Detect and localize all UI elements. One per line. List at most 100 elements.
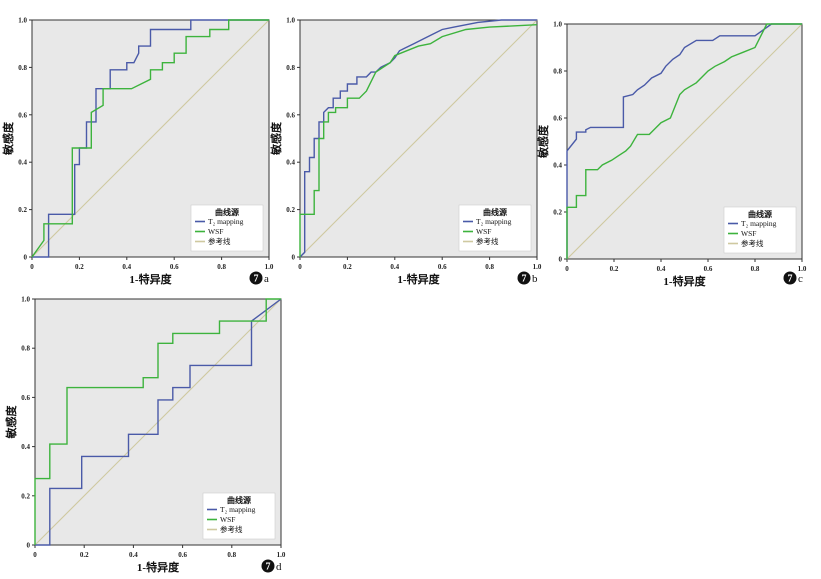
legend-entry: WSF bbox=[741, 229, 756, 238]
legend-entry: T₂ mapping bbox=[220, 505, 256, 514]
y-tick-label: 1.0 bbox=[553, 21, 562, 29]
y-tick-label: 0.6 bbox=[553, 115, 562, 123]
x-tick-label: 0.2 bbox=[343, 263, 352, 271]
legend-box bbox=[458, 204, 532, 252]
wsf-curve bbox=[566, 23, 802, 259]
legend-box bbox=[202, 492, 276, 540]
y-tick-label: 0.6 bbox=[286, 111, 295, 119]
y-tick-label: 0.4 bbox=[286, 159, 295, 167]
y-tick-label: 0.2 bbox=[18, 206, 27, 214]
panel-number: 7 bbox=[254, 274, 259, 285]
x-tick-label: 0.2 bbox=[610, 265, 619, 273]
x-tick-label: 0 bbox=[30, 263, 34, 271]
y-tick-label: 0 bbox=[24, 254, 28, 262]
panel-number: 7 bbox=[522, 274, 527, 285]
y-tick-label: 0 bbox=[27, 542, 31, 550]
x-tick-label: 0.4 bbox=[657, 265, 666, 273]
panel-number: 7 bbox=[266, 562, 271, 573]
panel-number-badge bbox=[249, 271, 263, 285]
legend-title: 曲线源 bbox=[227, 495, 251, 505]
panel-number-badge bbox=[517, 271, 531, 285]
legend-entry: 参考线 bbox=[208, 236, 231, 246]
x-tick-label: 0 bbox=[33, 551, 37, 559]
x-tick-label: 1.0 bbox=[533, 263, 542, 271]
panel-letter: b bbox=[532, 273, 538, 285]
legend-entry: WSF bbox=[220, 515, 235, 524]
legend-entry: T₂ mapping bbox=[476, 217, 512, 226]
roc-panel-a: 0 0.2 0.4 0.6 0.8 1.0 0 0.2 0.4 0.6 0.8 1.0 1-特异度 敏感度… bbox=[1, 17, 274, 287]
x-tick-label: 0.4 bbox=[122, 263, 131, 271]
t2-mapping-curve bbox=[32, 19, 269, 258]
legend-entry: 参考线 bbox=[741, 238, 764, 248]
y-tick-label: 0.8 bbox=[21, 345, 30, 353]
x-tick-label: 0.8 bbox=[217, 263, 226, 271]
legend-title: 曲线源 bbox=[215, 207, 239, 217]
y-tick-label: 0.4 bbox=[21, 443, 30, 451]
x-tick-label: 0 bbox=[298, 263, 302, 271]
y-tick-label: 0.8 bbox=[286, 64, 295, 72]
x-axis-label: 1-特异度 bbox=[397, 272, 440, 286]
y-tick-label: 0.2 bbox=[21, 492, 30, 500]
wsf-curve bbox=[299, 24, 538, 257]
x-axis-label: 1-特异度 bbox=[663, 274, 706, 288]
y-axis-label: 敏感度 bbox=[4, 405, 18, 440]
x-tick-label: 0.8 bbox=[751, 265, 760, 273]
y-axis-label: 敏感度 bbox=[1, 121, 15, 156]
legend-entry: 参考线 bbox=[476, 236, 499, 246]
x-tick-label: 0.6 bbox=[170, 263, 179, 271]
panel-letter: a bbox=[264, 273, 269, 285]
x-tick-label: 0.6 bbox=[178, 551, 187, 559]
panel-letter: c bbox=[798, 273, 803, 285]
legend-entry: T₂ mapping bbox=[741, 219, 777, 228]
x-tick-label: 0.8 bbox=[485, 263, 494, 271]
panel-number: 7 bbox=[788, 274, 793, 285]
y-tick-label: 0 bbox=[559, 256, 563, 264]
x-axis-label: 1-特异度 bbox=[137, 560, 180, 574]
x-tick-label: 0.8 bbox=[227, 551, 236, 559]
y-axis-label: 敏感度 bbox=[269, 121, 283, 156]
x-tick-label: 0.6 bbox=[704, 265, 713, 273]
legend-entry: WSF bbox=[208, 227, 223, 236]
y-tick-label: 0 bbox=[292, 254, 296, 262]
t2-mapping-curve bbox=[566, 23, 802, 259]
y-tick-label: 1.0 bbox=[21, 296, 30, 304]
x-axis-label: 1-特异度 bbox=[129, 272, 172, 286]
legend-title: 曲线源 bbox=[483, 207, 507, 217]
roc-panel-c: 0 0.2 0.4 0.6 0.8 1.0 0 0.2 0.4 0.6 0.8 1.0 1-特异度 敏感度… bbox=[536, 21, 807, 289]
x-tick-label: 0.4 bbox=[390, 263, 399, 271]
y-tick-label: 0.4 bbox=[18, 159, 27, 167]
x-tick-label: 0.6 bbox=[438, 263, 447, 271]
wsf-curve bbox=[34, 298, 281, 545]
roc-panel-d: 0 0.2 0.4 0.6 0.8 1.0 0 0.2 0.4 0.6 0.8 1.0 1-特异度 敏感度… bbox=[4, 296, 286, 575]
t2-mapping-curve bbox=[35, 298, 282, 546]
y-tick-label: 0.8 bbox=[18, 64, 27, 72]
x-tick-label: 0.2 bbox=[80, 551, 89, 559]
y-tick-label: 1.0 bbox=[18, 17, 27, 25]
legend-title: 曲线源 bbox=[748, 209, 772, 219]
legend-entry: T₂ mapping bbox=[208, 217, 244, 226]
t2-mapping-curve bbox=[299, 19, 537, 258]
panel-letter: d bbox=[276, 561, 282, 573]
y-tick-label: 1.0 bbox=[286, 17, 295, 25]
y-tick-label: 0.6 bbox=[18, 111, 27, 119]
x-tick-label: 1.0 bbox=[277, 551, 286, 559]
roc-panel-b: 0 0.2 0.4 0.6 0.8 1.0 0 0.2 0.4 0.6 0.8 1.0 1-特异度 敏感度… bbox=[269, 17, 542, 287]
legend-entry: WSF bbox=[476, 227, 491, 236]
y-tick-label: 0.4 bbox=[553, 162, 562, 170]
x-tick-label: 0 bbox=[565, 265, 569, 273]
x-tick-label: 1.0 bbox=[265, 263, 274, 271]
y-tick-label: 0.2 bbox=[553, 209, 562, 217]
panel-number-badge bbox=[261, 559, 275, 573]
y-tick-label: 0.6 bbox=[21, 394, 30, 402]
y-tick-label: 0.8 bbox=[553, 68, 562, 76]
legend-entry: 参考线 bbox=[220, 524, 243, 534]
x-tick-label: 1.0 bbox=[798, 265, 807, 273]
